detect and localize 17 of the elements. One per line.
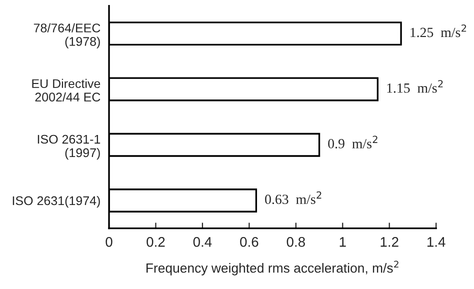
x-tick-label: 1.2 <box>380 237 398 247</box>
x-tick-label: 1.4 <box>427 237 446 247</box>
data-label: 1.25 m/s$^{2}$ <box>410 24 466 38</box>
x-tick-label: 0.8 <box>286 237 305 247</box>
data-label: 1.15 m/s$^{2}$ <box>387 80 443 93</box>
x-axis-title: Frequency weighted rms acceleration, m/s$^{2}$ <box>146 260 398 276</box>
y-tick-label: EU Directive 2002/44 EC <box>32 78 100 102</box>
y-tick-label: ISO 2631-1 (1997) <box>38 134 100 160</box>
x-tick-label: 0 <box>106 237 112 247</box>
x-tick-label: 0.2 <box>146 237 165 247</box>
y-tick-label: 78/764/EEC (1978) <box>34 23 100 48</box>
y-tick-label: ISO 2631(1974) <box>12 196 100 208</box>
data-label: 0.9 m/s$^{2}$ <box>328 136 378 148</box>
data-label: 0.63 m/s$^{2}$ <box>265 191 322 204</box>
x-tick-label: 0.6 <box>240 237 258 247</box>
x-tick-label: 0.4 <box>193 237 212 247</box>
x-tick-label: 1 <box>340 237 346 247</box>
